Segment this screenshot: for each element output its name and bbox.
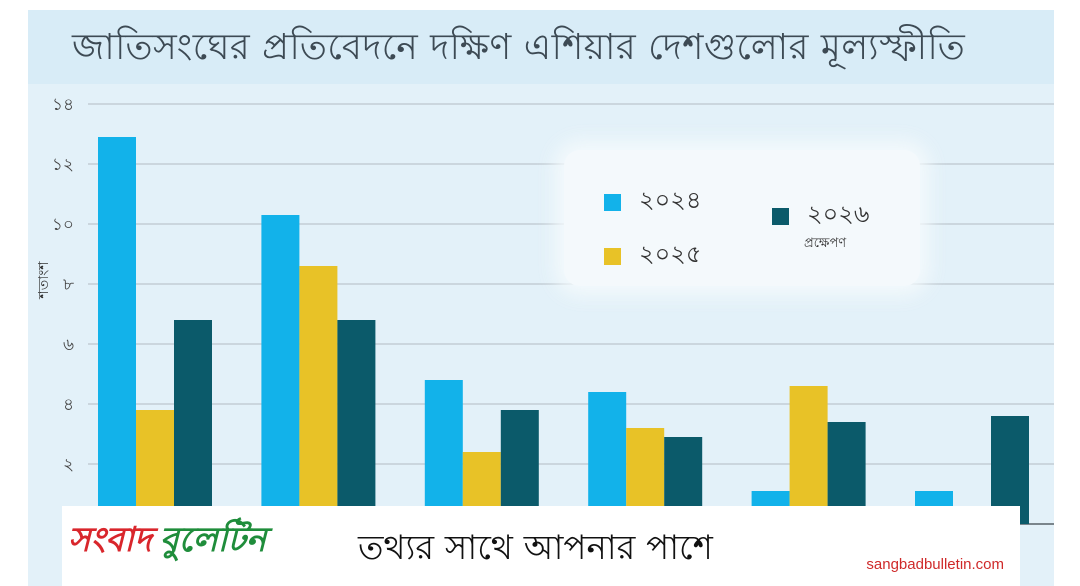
- website-link[interactable]: sangbadbulletin.com: [866, 556, 1004, 573]
- legend: ২০২৪ ২০২৫ ২০২৬ প্রক্ষেপণ: [564, 150, 920, 286]
- bar-series1-group1: [299, 266, 338, 524]
- bar-series0-group0: [98, 137, 136, 524]
- y-tick-label: ৬: [63, 335, 74, 355]
- bar-series2-group1: [337, 320, 376, 524]
- tagline: তথ্যর সাথে আপনার পাশে: [358, 528, 713, 568]
- y-tick-label: ৪: [63, 395, 74, 415]
- legend-swatch-2025: [604, 247, 621, 265]
- y-tick-label: ৮: [63, 275, 74, 295]
- logo-word-2: বুলেটিন: [159, 520, 267, 560]
- legend-item-2026: ২০২৬: [772, 196, 869, 236]
- title-band: [28, 10, 1054, 84]
- chart-panel: জাতিসংঘের প্রতিবেদনে দক্ষিণ এশিয়ার দেশগ…: [28, 10, 1054, 586]
- y-tick-label: ১৪: [52, 95, 74, 115]
- legend-swatch-2026: [772, 207, 789, 225]
- bar-series2-group2: [500, 410, 539, 524]
- bar-series0-group3: [588, 392, 627, 524]
- y-axis-label: শতাংশ: [36, 261, 52, 300]
- bar-series0-group1: [261, 215, 300, 524]
- bar-series1-group4: [789, 386, 828, 524]
- legend-label-2025: ২০২৫: [639, 240, 702, 268]
- bar-series0-group2: [424, 380, 463, 524]
- y-tick-label: ২: [63, 455, 74, 475]
- y-tick-label: ১০: [52, 215, 74, 235]
- bar-chart: ২ ৪ ৬ ৮ ১০ ১২ ১৪ শতাংশ: [36, 95, 1054, 525]
- footer-banner: সংবাদ বুলেটিন তথ্যর সাথে আপনার পাশে sangb…: [62, 506, 1020, 586]
- legend-item-2025: ২০২৫: [604, 236, 701, 276]
- bar-series1-group0: [136, 410, 174, 524]
- legend-label-2026: ২০২৬: [807, 200, 870, 228]
- y-tick-label: ১২: [52, 155, 74, 175]
- legend-label-2024: ২০২৪: [639, 186, 702, 214]
- legend-swatch-2024: [604, 193, 621, 211]
- legend-note-projection: প্রক্ষেপণ: [804, 236, 847, 251]
- site-logo: সংবাদ বুলেটিন: [68, 514, 266, 571]
- legend-item-2024: ২০২৪: [604, 182, 701, 222]
- bar-series2-group0: [174, 320, 212, 524]
- chart-title: জাতিসংঘের প্রতিবেদনে দক্ষিণ এশিয়ার দেশগ…: [72, 27, 966, 68]
- logo-word-1: সংবাদ: [68, 520, 152, 560]
